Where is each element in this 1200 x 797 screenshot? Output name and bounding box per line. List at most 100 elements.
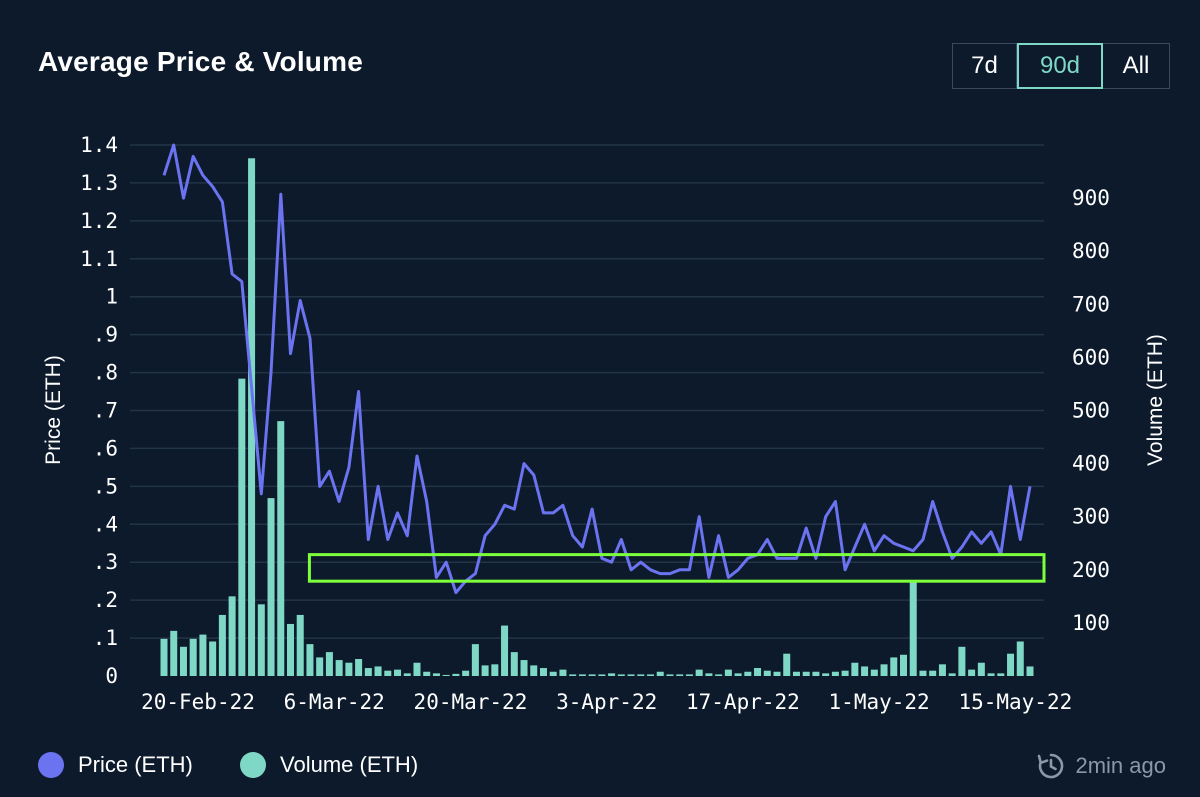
volume-bar bbox=[335, 660, 343, 676]
volume-bar bbox=[423, 671, 431, 676]
volume-bar bbox=[403, 673, 411, 676]
date-tick-label: 15-May-22 bbox=[958, 690, 1072, 714]
volume-bar bbox=[802, 671, 810, 676]
volume-bar bbox=[666, 674, 674, 676]
volume-bar bbox=[997, 673, 1005, 676]
volume-bar bbox=[831, 671, 839, 676]
volume-bar bbox=[715, 674, 723, 676]
volume-bar bbox=[792, 671, 800, 676]
volume-bar bbox=[491, 664, 499, 676]
volume-bar bbox=[520, 660, 528, 676]
volume-tick-label: 200 bbox=[1072, 558, 1110, 582]
range-90d-button[interactable]: 90d bbox=[1017, 43, 1103, 89]
volume-legend-label: Volume (ETH) bbox=[280, 752, 419, 777]
volume-bar bbox=[432, 673, 440, 676]
volume-bar bbox=[734, 673, 742, 676]
volume-bar bbox=[277, 421, 285, 676]
volume-bar bbox=[286, 623, 294, 676]
legend-price[interactable]: Price (ETH) bbox=[38, 752, 193, 778]
volume-bar bbox=[179, 646, 187, 676]
volume-bar bbox=[471, 644, 479, 676]
volume-bar bbox=[919, 670, 927, 676]
time-range-selector: 7d 90d All bbox=[952, 43, 1170, 89]
volume-bar bbox=[880, 664, 888, 676]
volume-bar bbox=[316, 657, 324, 676]
price-tick-label: .2 bbox=[93, 588, 118, 612]
volume-bar bbox=[938, 664, 946, 676]
volume-bar bbox=[355, 659, 363, 676]
volume-bar bbox=[199, 634, 207, 676]
volume-bar bbox=[325, 652, 333, 676]
volume-tick-label: 300 bbox=[1072, 505, 1110, 529]
volume-bar bbox=[559, 669, 567, 676]
volume-bar bbox=[773, 671, 781, 676]
date-tick-label: 6-Mar-22 bbox=[284, 690, 385, 714]
volume-bar bbox=[754, 668, 762, 676]
volume-bar bbox=[627, 674, 635, 676]
volume-bar bbox=[588, 674, 596, 676]
volume-tick-label: 500 bbox=[1072, 399, 1110, 423]
volume-bar bbox=[160, 638, 168, 676]
volume-tick-label: 400 bbox=[1072, 452, 1110, 476]
volume-bar bbox=[530, 665, 538, 676]
refresh-clock-icon[interactable] bbox=[1037, 752, 1065, 780]
volume-bar bbox=[578, 674, 586, 676]
volume-bar bbox=[861, 666, 869, 676]
volume-bar bbox=[724, 669, 732, 676]
volume-bar bbox=[345, 662, 353, 676]
price-axis-title: Price (ETH) bbox=[42, 355, 65, 465]
date-tick-label: 20-Feb-22 bbox=[141, 690, 255, 714]
price-tick-label: 1.4 bbox=[80, 133, 118, 157]
price-tick-label: 1.3 bbox=[80, 171, 118, 195]
volume-bar bbox=[374, 666, 382, 676]
price-legend-dot bbox=[38, 752, 64, 778]
volume-bar bbox=[608, 673, 616, 676]
volume-bar bbox=[296, 614, 304, 676]
volume-bar bbox=[384, 670, 392, 676]
volume-bar bbox=[977, 662, 985, 676]
date-tick-label: 3-Apr-22 bbox=[556, 690, 657, 714]
volume-bar bbox=[1007, 653, 1015, 676]
volume-bar bbox=[452, 673, 460, 676]
volume-bar bbox=[870, 669, 878, 676]
volume-bar bbox=[968, 669, 976, 676]
volume-bar bbox=[209, 641, 217, 676]
price-tick-label: 1.2 bbox=[80, 209, 118, 233]
volume-bar bbox=[228, 596, 236, 676]
volume-bar bbox=[267, 498, 275, 676]
volume-tick-label: 700 bbox=[1072, 292, 1110, 316]
volume-bar bbox=[890, 657, 898, 676]
price-line bbox=[162, 143, 1032, 595]
volume-bar bbox=[705, 673, 713, 676]
price-tick-label: .8 bbox=[93, 361, 118, 385]
price-tick-label: .9 bbox=[93, 323, 118, 347]
volume-tick-label: 800 bbox=[1072, 239, 1110, 263]
volume-bar bbox=[656, 671, 664, 676]
volume-bar bbox=[841, 670, 849, 676]
legend-volume[interactable]: Volume (ETH) bbox=[240, 752, 418, 778]
date-tick-label: 17-Apr-22 bbox=[686, 690, 800, 714]
volume-bar bbox=[306, 644, 314, 676]
price-tick-label: 1.1 bbox=[80, 247, 118, 271]
volume-tick-label: 900 bbox=[1072, 186, 1110, 210]
volume-bar bbox=[822, 673, 830, 676]
volume-bar bbox=[598, 674, 606, 676]
price-tick-label: .4 bbox=[93, 512, 118, 536]
volume-bar bbox=[637, 674, 645, 676]
price-tick-label: .1 bbox=[93, 626, 118, 650]
updated-label: 2min ago bbox=[1075, 753, 1166, 778]
range-7d-button[interactable]: 7d bbox=[953, 44, 1017, 88]
price-tick-label: .3 bbox=[93, 550, 118, 574]
volume-bar bbox=[539, 668, 547, 676]
price-tick-label: 0 bbox=[105, 664, 118, 688]
volume-bar bbox=[783, 653, 791, 676]
volume-bar bbox=[549, 671, 557, 676]
price-legend-label: Price (ETH) bbox=[78, 752, 193, 777]
volume-bar bbox=[948, 673, 956, 676]
range-all-button[interactable]: All bbox=[1122, 52, 1150, 79]
volume-bar bbox=[481, 665, 489, 676]
volume-bar bbox=[958, 646, 966, 676]
volume-bar bbox=[189, 638, 197, 676]
volume-bar bbox=[364, 668, 372, 676]
volume-bar bbox=[257, 604, 265, 676]
